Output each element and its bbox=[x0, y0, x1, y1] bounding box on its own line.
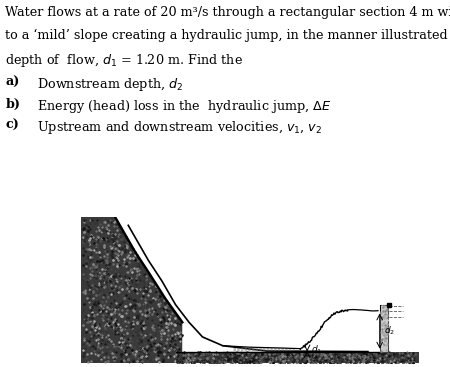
Polygon shape bbox=[81, 217, 182, 363]
Polygon shape bbox=[115, 217, 266, 352]
Polygon shape bbox=[81, 352, 418, 363]
Text: c): c) bbox=[5, 119, 19, 132]
Text: Water flows at a rate of 20 m³/s through a rectangular section 4 m wide from a ‘: Water flows at a rate of 20 m³/s through… bbox=[5, 6, 450, 19]
Text: to a ‘mild’ slope creating a hydraulic jump, in the manner illustrated below.  T: to a ‘mild’ slope creating a hydraulic j… bbox=[5, 29, 450, 42]
Text: b): b) bbox=[5, 98, 20, 110]
Polygon shape bbox=[380, 305, 388, 352]
Text: Upstream and downstream velocities, $v_1$, $v_2$: Upstream and downstream velocities, $v_1… bbox=[29, 119, 323, 136]
Text: a): a) bbox=[5, 76, 20, 89]
Text: $d_2$: $d_2$ bbox=[384, 325, 395, 337]
Text: Energy (head) loss in the  hydraulic jump, $\Delta E$: Energy (head) loss in the hydraulic jump… bbox=[29, 98, 332, 115]
Text: Downstream depth, $d_2$: Downstream depth, $d_2$ bbox=[29, 76, 184, 93]
Text: depth of  flow, $d_1$ = 1.20 m. Find the: depth of flow, $d_1$ = 1.20 m. Find the bbox=[5, 52, 243, 69]
Text: $d_1$: $d_1$ bbox=[311, 344, 322, 356]
